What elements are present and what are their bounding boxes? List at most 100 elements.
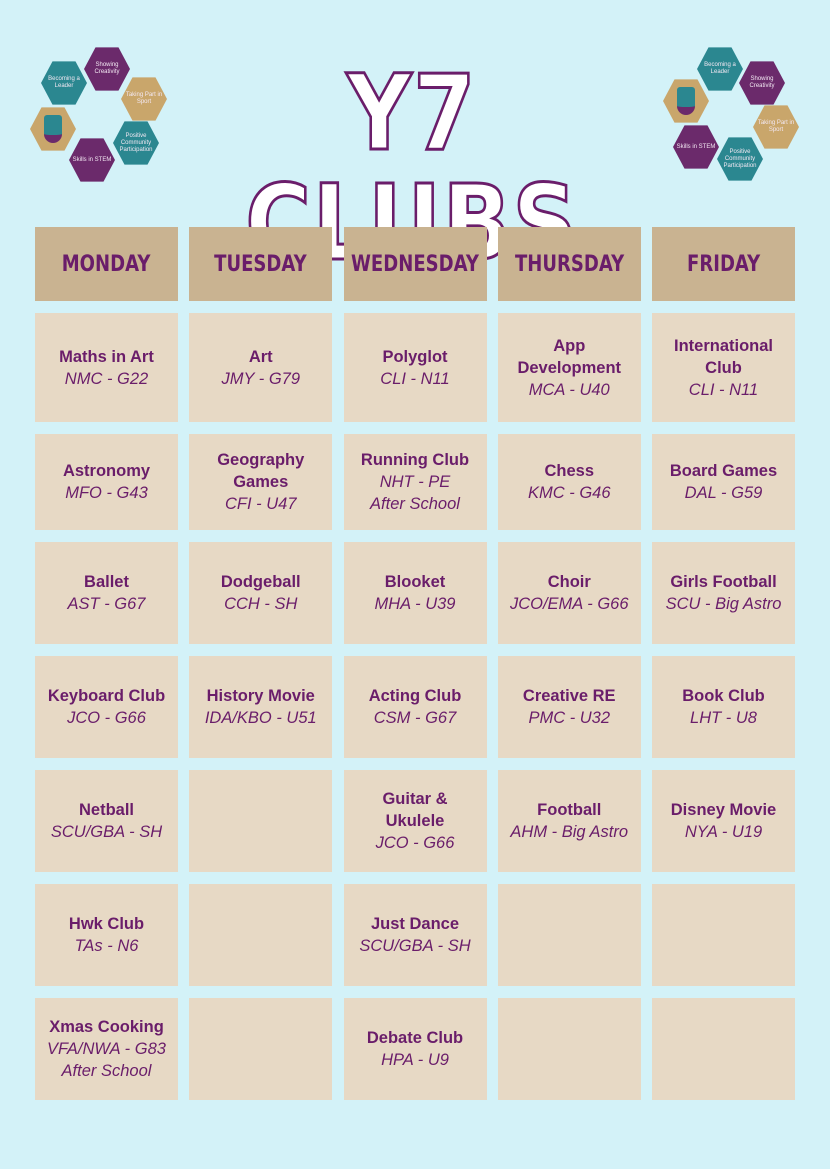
club-staff-room: NMC - G22 (64, 369, 149, 388)
empty-cell (189, 770, 333, 872)
club-name: Xmas Cooking (49, 1018, 164, 1036)
club-staff-room: CLI - N11 (380, 369, 450, 388)
club-name: Board Games (669, 462, 778, 480)
club-cell: Netball SCU/GBA - SH (35, 770, 178, 872)
club-name: Debate Club (366, 1029, 464, 1047)
club-staff-room: VFA/NWA - G83 (47, 1040, 166, 1058)
empty-cell (652, 884, 795, 986)
club-staff-room: PMC - U32 (528, 709, 611, 727)
club-name: History Movie (206, 687, 315, 705)
club-timing: After School (61, 1062, 152, 1080)
club-name: Choir (547, 573, 591, 591)
club-name: Maths in Art (59, 347, 154, 366)
day-header-monday: MONDAY (35, 227, 178, 301)
club-staff-room: AST - G67 (67, 595, 146, 613)
empty-cell (189, 884, 333, 986)
club-cell: Maths in Art NMC - G22 (35, 313, 178, 422)
club-staff-room: IDA/KBO - U51 (204, 709, 317, 727)
club-cell: Polyglot CLI - N11 (343, 313, 487, 422)
club-cell: Girls Football SCU - Big Astro (652, 542, 795, 644)
club-cell: Chess KMC - G46 (497, 434, 641, 530)
value-hexagon: Taking Part in Sport (121, 77, 167, 121)
club-staff-room: CLI - N11 (688, 380, 759, 399)
club-staff-room: JCO - G66 (67, 709, 146, 727)
value-label: Skills in STEM (676, 143, 716, 150)
day-header-thursday: THURSDAY (497, 227, 641, 301)
value-label: Positive Community Participation (119, 132, 153, 153)
club-cell: Keyboard Club JCO - G66 (35, 656, 178, 758)
club-staff-room: JMY - G79 (221, 369, 301, 388)
value-label: Becoming a Leader (704, 62, 736, 75)
club-cell: Creative RE PMC - U32 (497, 656, 641, 758)
day-label: MONDAY (62, 251, 151, 277)
club-name: Dodgeball (220, 573, 301, 591)
club-name: Girls Football (670, 573, 777, 591)
day-label: FRIDAY (686, 251, 761, 277)
school-values-logo-left: Becoming a Leader Showing Creativity Takin… (27, 40, 177, 190)
day-header-friday: FRIDAY (652, 227, 795, 301)
club-name: Art (248, 347, 273, 366)
club-name: Chess (544, 462, 595, 480)
club-staff-room: MHA - U39 (374, 595, 456, 613)
club-name: Football (537, 801, 602, 819)
value-hexagon: Skills in STEM (673, 125, 719, 169)
club-cell: Astronomy MFO - G43 (35, 434, 178, 530)
club-name: Astronomy (62, 462, 151, 480)
club-name: Geography Games (217, 451, 305, 491)
value-label: Becoming a Leader (48, 76, 80, 89)
club-cell: Dodgeball CCH - SH (189, 542, 333, 644)
club-cell: Running Club NHT - PE After School (343, 434, 487, 530)
empty-cell (652, 998, 795, 1100)
club-name: App Development (517, 336, 622, 377)
club-cell: Xmas Cooking VFA/NWA - G83 After School (35, 998, 178, 1100)
value-hexagon: Becoming a Leader (697, 47, 743, 91)
empty-cell (189, 998, 333, 1100)
club-cell: Choir JCO/EMA - G66 (497, 542, 641, 644)
club-cell: Blooket MHA - U39 (343, 542, 487, 644)
club-name: Book Club (682, 687, 765, 705)
club-staff-room: CSM - G67 (373, 709, 457, 727)
club-name: Polyglot (382, 347, 448, 366)
club-name: Hwk Club (68, 915, 145, 933)
club-name: Just Dance (370, 915, 460, 933)
club-staff-room: JCO - G66 (375, 834, 455, 852)
club-cell: App Development MCA - U40 (497, 313, 641, 422)
club-name: Ballet (84, 573, 129, 591)
club-cell: Hwk Club TAs - N6 (35, 884, 178, 986)
club-staff-room: NYA - U19 (684, 823, 763, 841)
value-hexagon: Showing Creativity (84, 47, 130, 91)
school-values-logo-right: Becoming a Leader Showing Creativity Takin… (655, 40, 805, 190)
club-staff-room: MFO - G43 (65, 484, 148, 502)
value-label: Taking Part in Sport (125, 92, 163, 105)
club-name: Guitar & Ukulele (382, 790, 448, 830)
club-cell: International Club CLI - N11 (652, 313, 795, 422)
club-cell: Art JMY - G79 (189, 313, 333, 422)
day-header-tuesday: TUESDAY (189, 227, 333, 301)
club-staff-room: MCA - U40 (528, 380, 610, 399)
value-hexagon: Positive Community Participation (717, 137, 763, 181)
club-name: Disney Movie (670, 801, 777, 819)
club-staff-room: JCO/EMA - G66 (509, 595, 629, 613)
school-crest-icon (30, 107, 76, 151)
value-label: Positive Community Participation (723, 148, 757, 169)
value-hexagon: Skills in STEM (69, 138, 115, 182)
club-name: International Club (673, 336, 773, 377)
club-staff-room: SCU/GBA - SH (50, 823, 163, 841)
club-staff-room: AHM - Big Astro (510, 823, 629, 841)
value-label: Showing Creativity (749, 76, 775, 89)
club-cell: Football AHM - Big Astro (497, 770, 641, 872)
empty-cell (497, 998, 641, 1100)
club-name: Keyboard Club (47, 687, 166, 705)
club-name: Running Club (360, 451, 470, 469)
club-cell: Just Dance SCU/GBA - SH (343, 884, 487, 986)
club-cell: Ballet AST - G67 (35, 542, 178, 644)
club-staff-room: TAs - N6 (74, 937, 139, 955)
club-name: Blooket (384, 573, 446, 591)
day-label: WEDNESDAY (351, 251, 479, 277)
value-label: Skills in STEM (72, 156, 112, 163)
club-cell: History Movie IDA/KBO - U51 (189, 656, 333, 758)
value-hexagon: Positive Community Participation (113, 121, 159, 165)
value-hexagon: Becoming a Leader (41, 61, 87, 105)
club-name: Netball (78, 801, 134, 819)
value-hexagon: Showing Creativity (739, 61, 785, 105)
